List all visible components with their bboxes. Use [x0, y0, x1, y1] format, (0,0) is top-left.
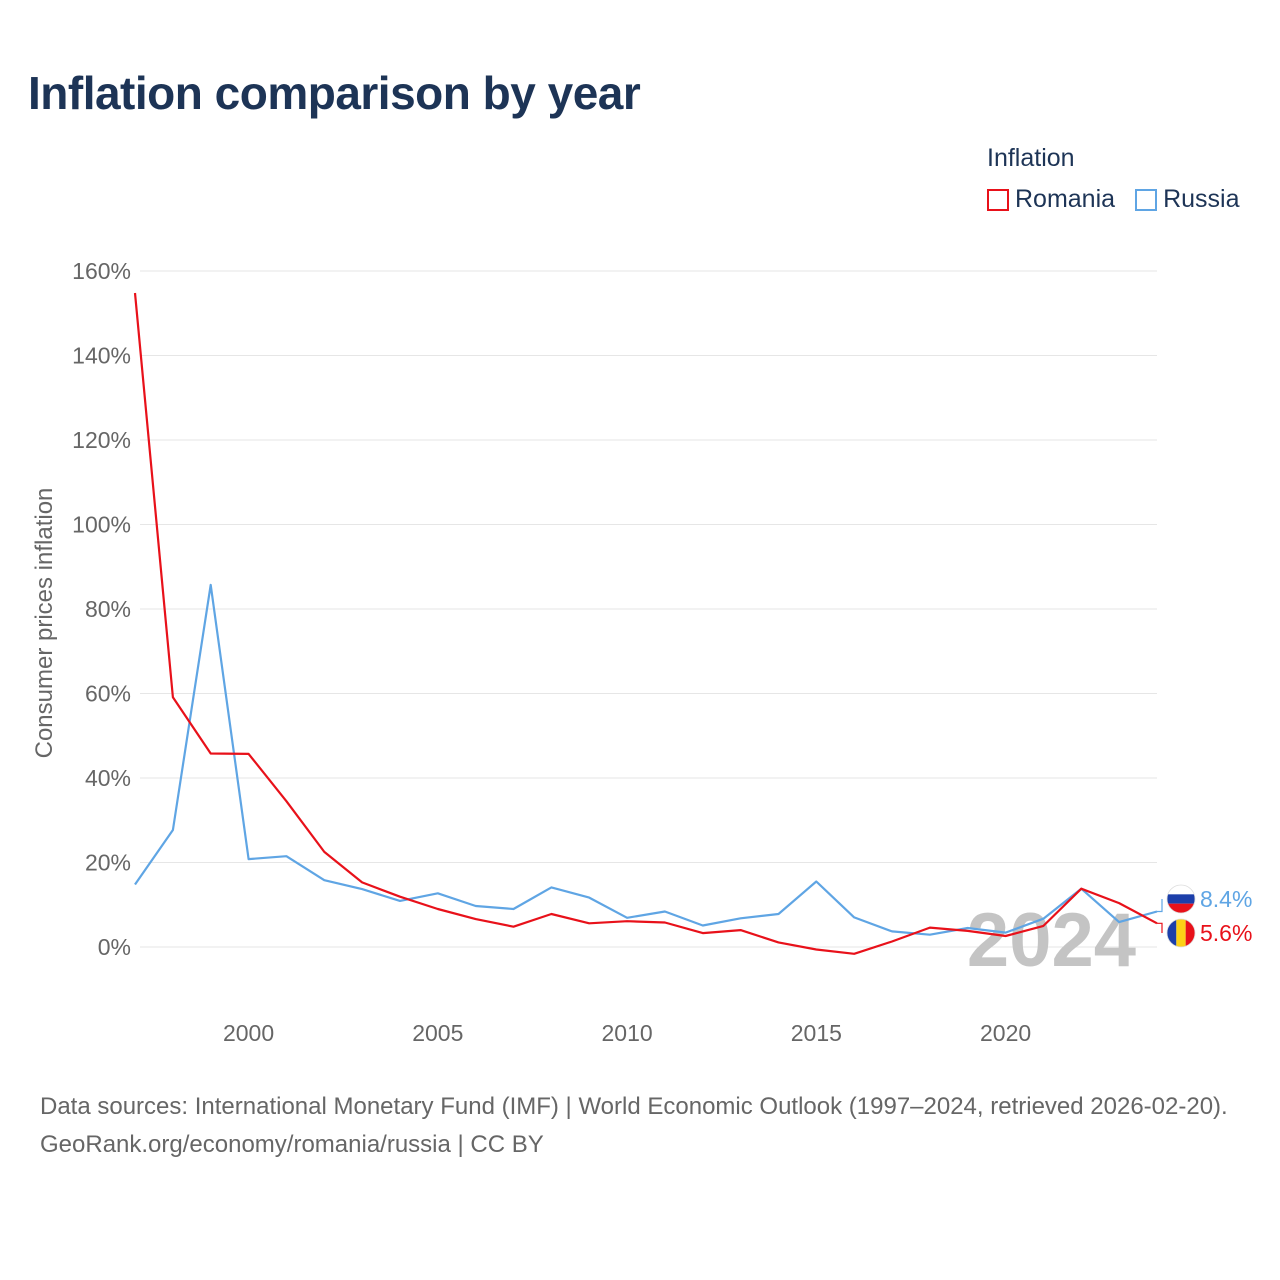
y-tick-label: 0%	[98, 934, 131, 960]
y-tick-label: 40%	[85, 765, 131, 791]
legend-label-russia: Russia	[1163, 185, 1240, 213]
year-watermark: 2024	[967, 898, 1136, 983]
y-axis-label: Consumer prices inflation	[31, 488, 58, 759]
y-tick-label: 160%	[72, 258, 131, 284]
legend-item-russia[interactable]: Russia	[1135, 185, 1239, 214]
legend-item-romania[interactable]: Romania	[987, 185, 1115, 214]
legend-label-romania: Romania	[1015, 185, 1116, 213]
y-tick-label: 100%	[72, 512, 131, 538]
legend: Inflation Romania Russia	[987, 144, 1239, 214]
legend-swatch-russia	[1135, 188, 1158, 211]
end-value-romania: 5.6%	[1200, 920, 1252, 946]
romania-flag-icon	[1166, 918, 1196, 948]
y-tick-label: 140%	[72, 343, 131, 369]
y-tick-label: 20%	[85, 850, 131, 876]
end-connector-russia	[1157, 899, 1163, 913]
series-line-romania[interactable]	[133, 292, 1158, 955]
y-tick-label: 80%	[85, 596, 131, 622]
data-sources: Data sources: International Monetary Fun…	[40, 1093, 1228, 1120]
legend-title: Inflation	[987, 144, 1075, 172]
inflation-chart: 0% 20% 40% 60% 80% 100% 120% 140% 160% 2000 2005 2…	[31, 258, 1252, 1046]
credit-link[interactable]: GeoRank.org/economy/romania/russia | CC …	[40, 1131, 544, 1158]
page-title: Inflation comparison by year	[28, 67, 641, 119]
y-tick-label: 120%	[72, 427, 131, 453]
x-tick-label: 2020	[980, 1020, 1031, 1046]
x-tick-label: 2000	[223, 1020, 274, 1046]
footer: Data sources: International Monetary Fun…	[40, 1088, 1250, 1164]
x-tick-label: 2015	[791, 1020, 842, 1046]
series-line-russia[interactable]	[134, 583, 1158, 936]
x-tick-label: 2005	[412, 1020, 463, 1046]
end-value-russia: 8.4%	[1200, 886, 1252, 912]
end-connector-romania	[1157, 922, 1163, 933]
y-tick-label: 60%	[85, 681, 131, 707]
x-tick-label: 2010	[601, 1020, 652, 1046]
legend-swatch-romania	[987, 188, 1009, 211]
russia-flag-icon	[1166, 884, 1196, 914]
